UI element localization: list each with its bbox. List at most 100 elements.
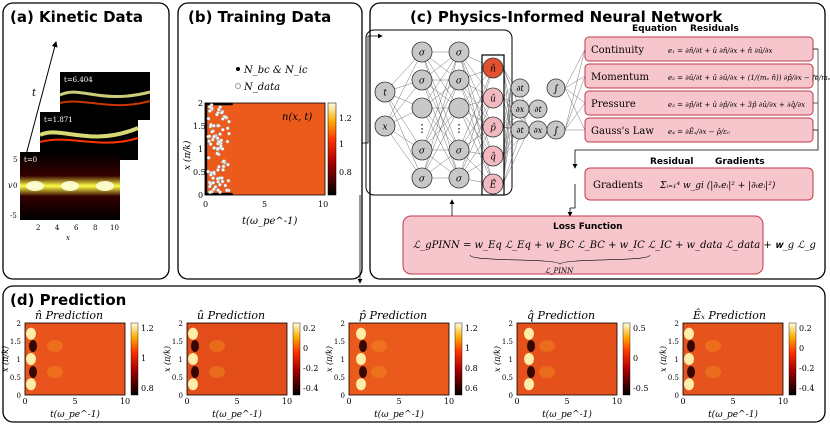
x-tick: 0 [22, 397, 27, 406]
feature-blob [191, 340, 199, 353]
bc-ic-point [204, 190, 208, 193]
network-edge [421, 51, 460, 151]
feature-blob [356, 353, 366, 365]
network-edge [458, 51, 494, 157]
x-tick: 10 [110, 224, 119, 232]
y-axis-label: x (π/k) [163, 346, 172, 372]
network-edge [384, 51, 423, 127]
bc-ic-point [204, 167, 208, 170]
feature-blob [26, 353, 36, 365]
cbar-tick: 0.6 [465, 384, 478, 393]
bc-ic-point [204, 141, 208, 145]
output-group-box [481, 54, 505, 196]
residual-to-gradients-arrow [572, 130, 819, 169]
x-tick: 10 [612, 397, 622, 406]
y-tick: 2 [341, 320, 345, 328]
feature-blob [684, 378, 694, 391]
network-edge [458, 51, 494, 128]
network-edge [502, 67, 530, 130]
x-tick: 0 [184, 397, 189, 406]
slice-time-label: t=0 [24, 156, 37, 164]
prediction-heatmap [186, 322, 288, 396]
prediction-title: Êₓ Prediction [692, 308, 766, 322]
prediction-heatmap [24, 322, 126, 396]
hidden-node [448, 139, 470, 161]
y-tick: 1.5 [172, 338, 183, 346]
panel-b-title: (b) Training Data [188, 8, 331, 26]
data-point [227, 119, 231, 124]
feature-blob [524, 378, 534, 391]
v-tick: -5 [10, 212, 17, 220]
slice-time-label: t=1.871 [44, 116, 73, 124]
y-axis-label: x (π/k) [182, 140, 193, 170]
data-point [219, 110, 224, 115]
equation-name: Momentum [591, 72, 650, 83]
equation-name: Pressure [591, 99, 636, 110]
data-point [220, 127, 225, 132]
data-point [216, 179, 220, 184]
derivative-node [510, 120, 530, 140]
x-tick: 10 [778, 397, 788, 406]
x-tick: 10 [120, 397, 130, 406]
training-points [204, 102, 233, 196]
cbar-tick: 0.2 [303, 324, 316, 333]
feature-blob [191, 365, 199, 378]
equation-name: Continuity [591, 45, 644, 56]
data-point [225, 139, 230, 144]
equation-residual: e₃ = ∂p̂/∂t + û ∂p̂/∂x + 3p̂ ∂û/∂x + ∂q̂… [668, 100, 805, 109]
y-tick: 0 [198, 191, 203, 200]
y-tick: 0.5 [193, 168, 206, 177]
data-point [207, 109, 212, 113]
col-equation: Equation [632, 24, 677, 34]
data-point [215, 151, 220, 156]
output-node-label: q̂ [490, 152, 496, 163]
bc-ic-point [204, 128, 208, 131]
ellipsis-dots: ⋮ [454, 122, 465, 135]
feature-blob [687, 365, 695, 378]
y-tick: 1 [17, 356, 21, 364]
bc-ic-point [204, 111, 208, 115]
network-edge [421, 51, 460, 109]
cbar-tick: -0.5 [633, 384, 648, 393]
x-tick: 0 [514, 397, 519, 406]
input-node-label: t [383, 89, 387, 99]
y-tick: 0.5 [668, 374, 679, 382]
feature-blob [684, 353, 694, 365]
bc-ic-point [204, 164, 208, 168]
feature-blob [371, 365, 387, 378]
feature-blob [524, 327, 534, 340]
data-point [227, 131, 231, 136]
data-point [223, 115, 228, 119]
y-tick: 2 [675, 320, 679, 328]
hidden-node-label: σ [456, 77, 463, 87]
bc-ic-point [204, 130, 208, 133]
prediction-plot: n̂ Prediction 1.2 1 0.8 2 1.5 1 0.5 00 5 10 t(ω_pe^… [1, 309, 154, 420]
panel-c: (c) Physics-Informed Neural Network t x σ σ… [365, 2, 830, 280]
network-edge [384, 91, 423, 151]
y-tick: 1.5 [193, 122, 206, 131]
network-edge [502, 128, 530, 185]
loss-expr: ℒ_gPINN = w_Eq ℒ_Eq + w_BC ℒ_BC + w_IC ℒ… [413, 240, 816, 251]
output-node-label: û [490, 94, 496, 105]
feature-blob [524, 353, 534, 365]
cbar-tick: 0.8 [465, 364, 478, 373]
data-point [216, 168, 220, 172]
bc-ic-point [204, 121, 208, 124]
cbar-tick: 0.5 [633, 324, 646, 333]
feature-blob [29, 340, 37, 353]
cbar-tick: -0.4 [799, 384, 814, 393]
bc-ic-point [204, 174, 208, 177]
network-nodes: t x σ σ σ σ ⋮ σ σ σ σ ⋮ n̂ û p̂ q̂ Ê ∂t ∂x ∂t ∂x ∂t ∫ ∫ [374, 41, 566, 196]
data-point [221, 159, 226, 164]
network-edge [458, 79, 494, 157]
x-tick: 8 [93, 224, 97, 232]
hidden-node [411, 139, 433, 161]
legend-bc-marker [236, 67, 240, 71]
x-axis-label: t(ω_pe^-1) [542, 409, 592, 420]
y-tick: 0 [17, 392, 21, 400]
feature-blob [26, 327, 36, 340]
feature-blob [188, 327, 198, 340]
data-point [225, 188, 229, 193]
equation-boxes: Continuity e₁ = ∂n̂/∂t + û ∂n̂/∂x + n̂ ∂û… [572, 36, 830, 169]
panel-a: (a) Kinetic Data t t=6.404 t=1.871 t=0 v… [2, 2, 170, 280]
